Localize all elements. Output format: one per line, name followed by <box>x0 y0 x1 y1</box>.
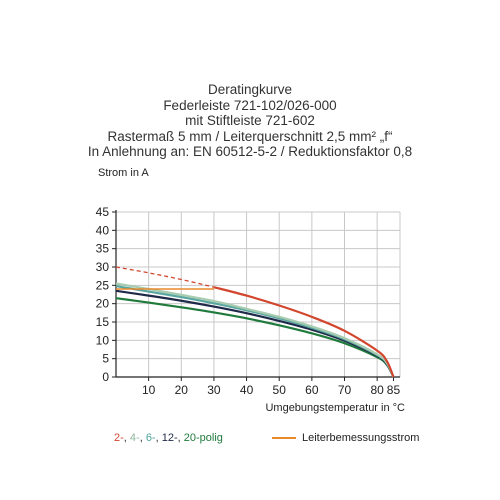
legend-pole-item: , <box>177 432 184 444</box>
x-tick-label: 40 <box>240 383 254 397</box>
legend-rated-current: Leiterbemessungsstrom <box>272 432 419 444</box>
y-tick-label: 20 <box>96 297 110 311</box>
series <box>115 266 395 378</box>
legend-pole-item: , <box>155 432 162 444</box>
x-tick-label: 60 <box>305 383 319 397</box>
x-tick-label: 85 <box>387 383 401 397</box>
x-tick-label: 70 <box>338 383 352 397</box>
legend-pole-item: polig <box>199 432 223 444</box>
legend-pole-counts: 2-, 4-, 6-, 12-, 20-polig <box>114 432 223 444</box>
chart-title-line-2: Federleiste 721-102/026-000 <box>163 97 337 113</box>
legend-pole-item: 6- <box>145 432 156 444</box>
y-axis-label: Strom in A <box>98 167 149 179</box>
x-tick-label: 10 <box>142 383 156 397</box>
y-tick-label: 45 <box>96 205 110 219</box>
x-tick-label: 30 <box>207 383 221 397</box>
legend-pole-item: 20- <box>183 432 200 444</box>
y-tick-label: 10 <box>96 333 110 347</box>
x-tick-label: 20 <box>175 383 189 397</box>
legend-rated-current-label: Leiterbemessungsstrom <box>302 432 420 444</box>
x-tick-label: 80 <box>370 383 384 397</box>
grid <box>116 211 401 377</box>
legend-rated-current-swatch <box>272 437 296 439</box>
chart-title-line-4: Rastermaß 5 mm / Leiterquerschnitt 2,5 m… <box>107 128 393 144</box>
y-tick-label: 35 <box>96 242 110 256</box>
tick-labels: 0 5 10 15 20 25 30 35 40 45 10 20 30 40 50 60 70 80 85 <box>96 205 401 397</box>
chart-title-line-1: Deratingkurve <box>207 82 293 97</box>
y-tick-label: 25 <box>96 278 110 292</box>
series-line-2-polig <box>213 286 395 378</box>
series-line-4-polig <box>115 282 395 378</box>
x-axis-label: Umgebungstemperatur in °C <box>265 402 405 414</box>
chart-title-line-5: In Anlehnung an: EN 60512-5-2 / Reduktio… <box>87 144 413 159</box>
series-line-2-polig-dashed <box>115 266 215 288</box>
legend-pole-item: 4- <box>129 432 140 444</box>
series-line-6-polig <box>115 284 395 378</box>
legend-pole-item: 12- <box>161 432 178 444</box>
y-tick-label: 15 <box>96 315 110 329</box>
chart-title-block: Deratingkurve Federleiste 721-102/026-00… <box>0 82 500 160</box>
legend-pole-item: , <box>139 432 146 444</box>
y-tick-label: 30 <box>96 260 110 274</box>
y-tick-label: 5 <box>102 352 109 366</box>
legend-pole-item: , <box>123 432 130 444</box>
chart-title-line-3: mit Stiftleiste 721-602 <box>185 113 315 128</box>
axes <box>112 210 400 381</box>
x-tick-label: 50 <box>273 383 287 397</box>
y-tick-label: 40 <box>96 223 110 237</box>
y-tick-label: 0 <box>102 370 109 384</box>
legend-pole-item: 2- <box>114 432 124 444</box>
